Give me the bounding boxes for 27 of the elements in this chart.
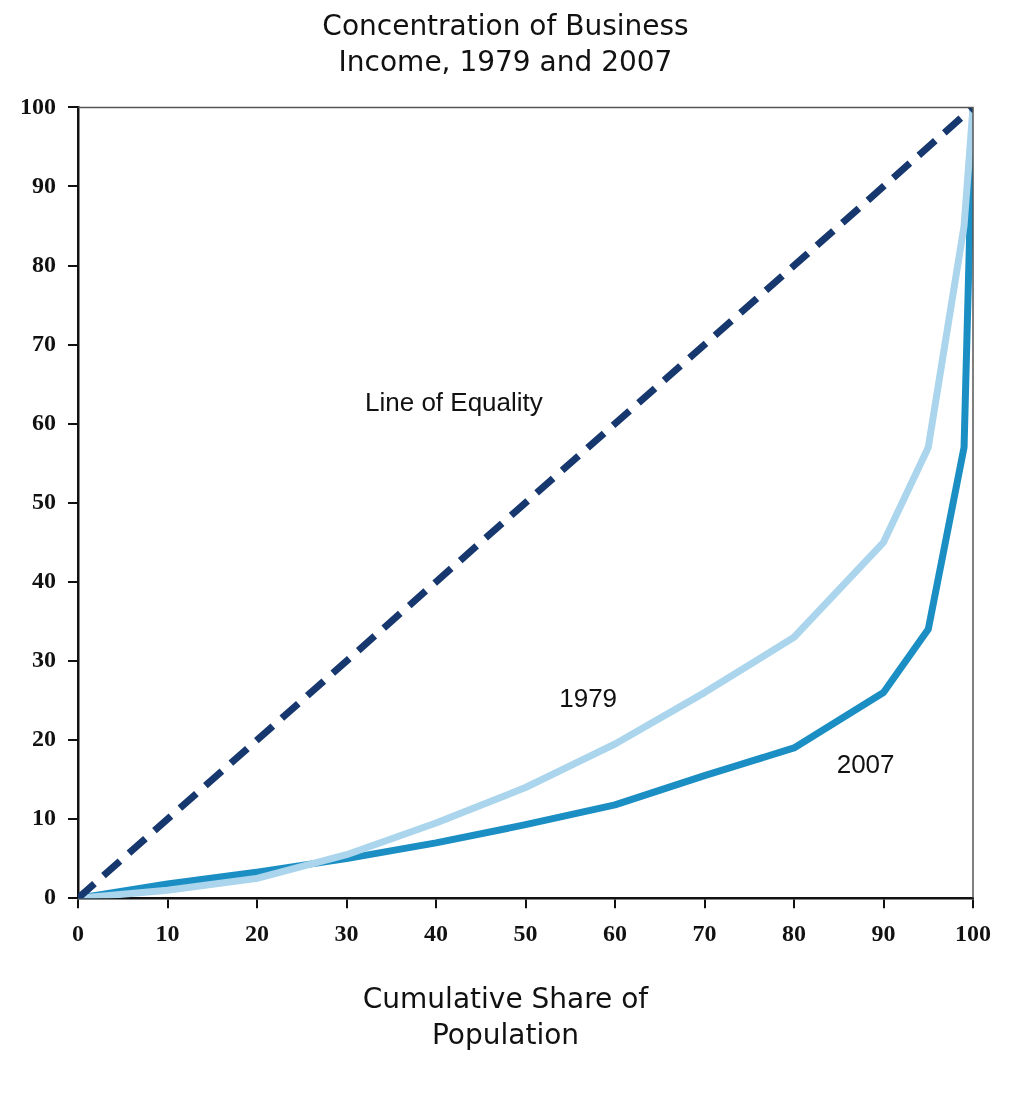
y-tick-label: 70 [32,329,56,356]
y-tick-label: 30 [32,645,56,672]
y-tick-label: 20 [32,725,56,752]
x-tick-label: 90 [871,919,896,946]
x-tick-label: 30 [334,919,359,946]
y-tick-label: 100 [20,92,56,119]
chart-title: Concentration of Business Income, 1979 and 2007 [321,8,690,81]
x-tick-label: 0 [72,919,84,946]
y-tick-label: 60 [32,408,56,435]
x-tick-label: 70 [692,919,717,946]
series-label: 2007 [836,748,895,779]
x-tick-label: 50 [513,919,538,946]
y-tick-label: 50 [32,487,56,514]
x-tick-label: 10 [155,919,180,946]
y-tick-label: 40 [32,566,56,593]
y-tick-label: 80 [32,250,56,277]
x-tick-label: 100 [955,919,991,946]
y-tick-label: 0 [44,883,56,910]
x-tick-label: 20 [245,919,269,946]
x-tick-label: 80 [782,919,806,946]
x-axis-title: Cumulative Share of Population [361,980,650,1054]
x-tick-label: 40 [424,919,448,946]
text: Line of Equality [365,387,543,418]
x-tick-label: 60 [603,919,627,946]
series-label: 1979 [559,683,618,713]
y-tick-label: 10 [32,804,56,831]
y-tick-label: 90 [32,171,56,198]
